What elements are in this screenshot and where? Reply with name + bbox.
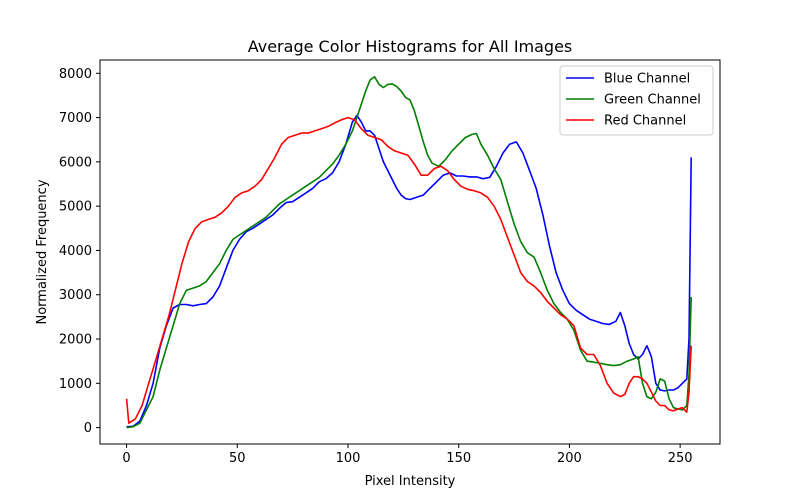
y-axis: 0 1000 2000 3000 4000 5000 6000 7000 8000 (59, 67, 100, 436)
x-axis-label: Pixel Intensity (365, 474, 456, 489)
legend-label-blue-channel: Blue Channel (604, 72, 690, 87)
x-tick-label: 50 (229, 451, 246, 466)
y-tick-label: 8000 (59, 67, 92, 82)
x-axis: 0 50 100 150 200 250 (122, 444, 693, 466)
legend-label-red-channel: Red Channel (604, 114, 686, 129)
x-tick-label: 100 (336, 451, 361, 466)
plot-area-frame (99, 59, 721, 445)
blue-channel-line (126, 114, 692, 428)
x-tick-label: 0 (122, 451, 130, 466)
series-lines (125, 76, 692, 429)
red-channel-line (125, 116, 692, 424)
y-axis-label: Normalized Frequency (35, 179, 50, 324)
green-channel-line (126, 76, 692, 429)
y-tick-label: 4000 (59, 244, 92, 259)
legend-label-green-channel: Green Channel (604, 93, 701, 108)
x-tick-label: 200 (557, 451, 582, 466)
y-tick-label: 2000 (59, 333, 92, 348)
legend: Blue Channel Green Channel Red Channel (559, 65, 714, 136)
y-tick-label: 1000 (59, 377, 92, 392)
legend-box (559, 65, 714, 136)
y-tick-label: 6000 (59, 155, 92, 170)
y-tick-label: 5000 (59, 200, 92, 215)
y-tick-label: 3000 (59, 288, 92, 303)
chart-title: Average Color Histograms for All Images (248, 37, 573, 56)
y-tick-label: 0 (84, 421, 92, 436)
x-tick-label: 150 (446, 451, 471, 466)
y-tick-label: 7000 (59, 111, 92, 126)
x-tick-label: 250 (668, 451, 693, 466)
